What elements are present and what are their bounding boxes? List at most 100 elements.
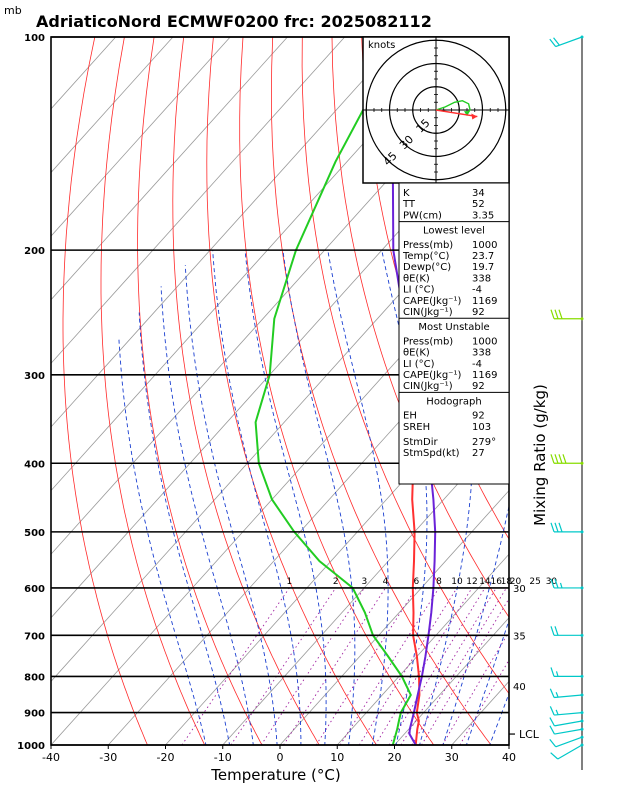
dewpoint-line [254, 37, 412, 745]
mixing-ratio-label: 4 [383, 577, 389, 587]
index-value: 338 [472, 348, 491, 359]
index-label: K [403, 188, 410, 199]
wind-barb-staff [557, 744, 583, 760]
x-tick-label: -30 [99, 751, 117, 764]
dry-adiabat-line [172, 37, 320, 745]
index-label: θE(K) [403, 273, 430, 284]
pressure-tick-label: 700 [24, 631, 45, 642]
wind-barb-flag [550, 626, 555, 636]
chart-title: AdriaticoNord ECMWF0200 frc: 2025082112 [36, 12, 432, 31]
mixing-ratio-label: 20 [510, 577, 522, 587]
pressure-tick-label: 200 [24, 246, 45, 257]
theta-e-label: 35 [513, 631, 526, 642]
wind-barb-half-flag [559, 582, 563, 589]
wind-barb-flag [549, 688, 555, 698]
wind-barb-flag [554, 626, 559, 636]
index-label: LI (°C) [403, 359, 435, 370]
pressure-tick-label: 100 [24, 33, 45, 44]
wind-barb-flag [550, 578, 555, 589]
wind-barb-flag [549, 706, 555, 716]
section-heading: Most Unstable [418, 322, 489, 333]
index-label: CAPE(Jkg⁻¹) [403, 296, 461, 307]
isotherm-line [279, 489, 509, 745]
mixing-ratio-label: 14 [479, 577, 491, 587]
index-label: TT [402, 199, 416, 210]
wind-barb-staff [554, 694, 583, 699]
index-value: 3.35 [472, 210, 494, 221]
index-value: 1169 [472, 370, 497, 381]
wind-barb-staff [554, 728, 583, 735]
wind-barb-flag [550, 522, 555, 533]
isotherm-line [51, 37, 288, 301]
pressure-tick-label: 600 [24, 584, 45, 595]
hodograph-trace-arrowhead [464, 111, 470, 117]
mixing-ratio-line [181, 587, 290, 745]
dry-adiabat-line [62, 37, 148, 745]
hodograph-trace [435, 99, 471, 114]
mixing-ratio-line [411, 587, 507, 745]
theta-e-label: 30 [513, 584, 526, 595]
x-tick-label: 30 [445, 751, 459, 764]
wind-barb-dot [580, 735, 584, 739]
wind-barb-flag [550, 752, 559, 760]
moist-adiabat-line [282, 250, 356, 745]
wind-barb-flag [558, 454, 563, 464]
wind-barb-flag [554, 309, 559, 319]
index-label: Press(mb) [403, 336, 453, 347]
pressure-tick-label: 400 [24, 459, 45, 470]
dry-adiabat-line [599, 37, 618, 760]
wind-barb-flag [549, 738, 557, 748]
x-tick-label: 20 [388, 751, 402, 764]
wind-barb-half-flag [555, 709, 559, 715]
wind-barb-flag [554, 522, 559, 533]
mixing-ratio-line [421, 597, 509, 745]
index-value: 279° [472, 437, 496, 448]
dry-adiabat-line [540, 37, 618, 760]
mixing-ratio-label: 25 [529, 577, 540, 587]
mixing-ratio-line [400, 587, 497, 745]
index-label: CIN(Jkg⁻¹) [403, 381, 453, 392]
x-tick-label: 40 [502, 751, 516, 764]
indices-frame [398, 182, 510, 485]
index-value: -4 [472, 285, 482, 296]
wind-barb-staff [555, 36, 583, 48]
wind-barb-half-flag [555, 671, 559, 677]
index-value: 338 [472, 273, 491, 284]
wind-barb-flag [549, 725, 555, 735]
section-heading: Lowest level [423, 226, 485, 237]
pressure-tick-label: 900 [24, 709, 45, 720]
moist-adiabat-line [381, 250, 428, 745]
mixing-ratio-label: 18 [501, 577, 513, 587]
x-tick-label: 10 [330, 751, 344, 764]
mixing-ratio-line [283, 587, 386, 745]
isotherm-line [336, 553, 509, 745]
dry-adiabat-line [510, 37, 618, 760]
pressure-unit-label: mb [4, 4, 22, 17]
wind-barb-dot [580, 727, 584, 731]
index-label: CIN(Jkg⁻¹) [403, 307, 453, 318]
x-tick-label: -10 [214, 751, 232, 764]
mixing-ratio-label: 1 [287, 577, 293, 587]
isotherm-line [51, 37, 116, 110]
index-label: StmDir [403, 437, 438, 448]
wind-barb-dot [580, 711, 584, 715]
index-value: 92 [472, 381, 485, 392]
isotherm-line [394, 617, 509, 745]
index-label: Press(mb) [403, 240, 453, 251]
storm-motion-arrowhead [471, 113, 478, 120]
pressure-tick-label: 300 [24, 371, 45, 382]
wind-barb-dot [580, 674, 584, 678]
x-tick-label: -40 [42, 751, 60, 764]
wind-barb-staff [554, 720, 583, 727]
wind-barb-flag [554, 454, 559, 464]
wind-barb-staff [555, 736, 583, 748]
wind-barb-flag [562, 454, 567, 464]
index-label: EH [403, 411, 417, 422]
index-label: Temp(°C) [402, 251, 450, 262]
dry-adiabat-line [331, 37, 509, 618]
wind-barb-half-flag [555, 692, 559, 698]
x-axis-label: Temperature (°C) [210, 766, 340, 784]
